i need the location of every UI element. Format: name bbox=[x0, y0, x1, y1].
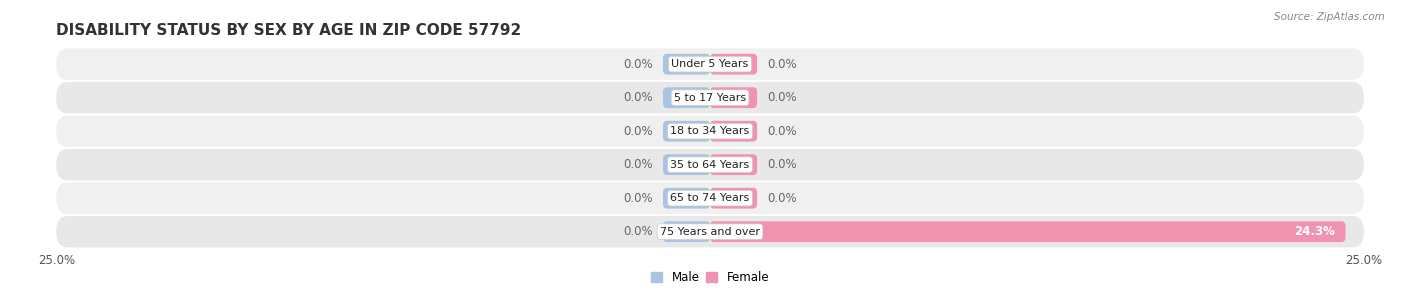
Text: 0.0%: 0.0% bbox=[623, 225, 652, 238]
FancyBboxPatch shape bbox=[664, 154, 710, 175]
Text: 35 to 64 Years: 35 to 64 Years bbox=[671, 160, 749, 170]
FancyBboxPatch shape bbox=[56, 48, 1364, 80]
FancyBboxPatch shape bbox=[710, 54, 756, 74]
FancyBboxPatch shape bbox=[664, 87, 710, 108]
Text: 0.0%: 0.0% bbox=[768, 192, 797, 205]
FancyBboxPatch shape bbox=[56, 82, 1364, 113]
FancyBboxPatch shape bbox=[56, 115, 1364, 147]
Text: 0.0%: 0.0% bbox=[623, 125, 652, 138]
Text: 0.0%: 0.0% bbox=[768, 125, 797, 138]
Text: 5 to 17 Years: 5 to 17 Years bbox=[673, 93, 747, 103]
FancyBboxPatch shape bbox=[56, 216, 1364, 247]
Text: 0.0%: 0.0% bbox=[623, 192, 652, 205]
Text: 0.0%: 0.0% bbox=[768, 158, 797, 171]
Text: 0.0%: 0.0% bbox=[623, 91, 652, 104]
Text: 18 to 34 Years: 18 to 34 Years bbox=[671, 126, 749, 136]
FancyBboxPatch shape bbox=[710, 121, 756, 142]
FancyBboxPatch shape bbox=[664, 121, 710, 142]
FancyBboxPatch shape bbox=[664, 188, 710, 209]
Text: 65 to 74 Years: 65 to 74 Years bbox=[671, 193, 749, 203]
FancyBboxPatch shape bbox=[710, 188, 756, 209]
FancyBboxPatch shape bbox=[664, 54, 710, 74]
Text: 0.0%: 0.0% bbox=[768, 58, 797, 71]
Text: Under 5 Years: Under 5 Years bbox=[672, 59, 748, 69]
FancyBboxPatch shape bbox=[710, 87, 756, 108]
FancyBboxPatch shape bbox=[56, 149, 1364, 181]
FancyBboxPatch shape bbox=[56, 182, 1364, 214]
Text: 0.0%: 0.0% bbox=[768, 91, 797, 104]
Text: 75 Years and over: 75 Years and over bbox=[659, 227, 761, 237]
Text: 24.3%: 24.3% bbox=[1294, 225, 1336, 238]
Text: Source: ZipAtlas.com: Source: ZipAtlas.com bbox=[1274, 12, 1385, 22]
Text: 0.0%: 0.0% bbox=[623, 58, 652, 71]
FancyBboxPatch shape bbox=[710, 154, 756, 175]
Legend: Male, Female: Male, Female bbox=[645, 267, 775, 289]
Text: DISABILITY STATUS BY SEX BY AGE IN ZIP CODE 57792: DISABILITY STATUS BY SEX BY AGE IN ZIP C… bbox=[56, 23, 522, 38]
FancyBboxPatch shape bbox=[664, 221, 710, 242]
FancyBboxPatch shape bbox=[710, 221, 1346, 242]
Text: 0.0%: 0.0% bbox=[623, 158, 652, 171]
